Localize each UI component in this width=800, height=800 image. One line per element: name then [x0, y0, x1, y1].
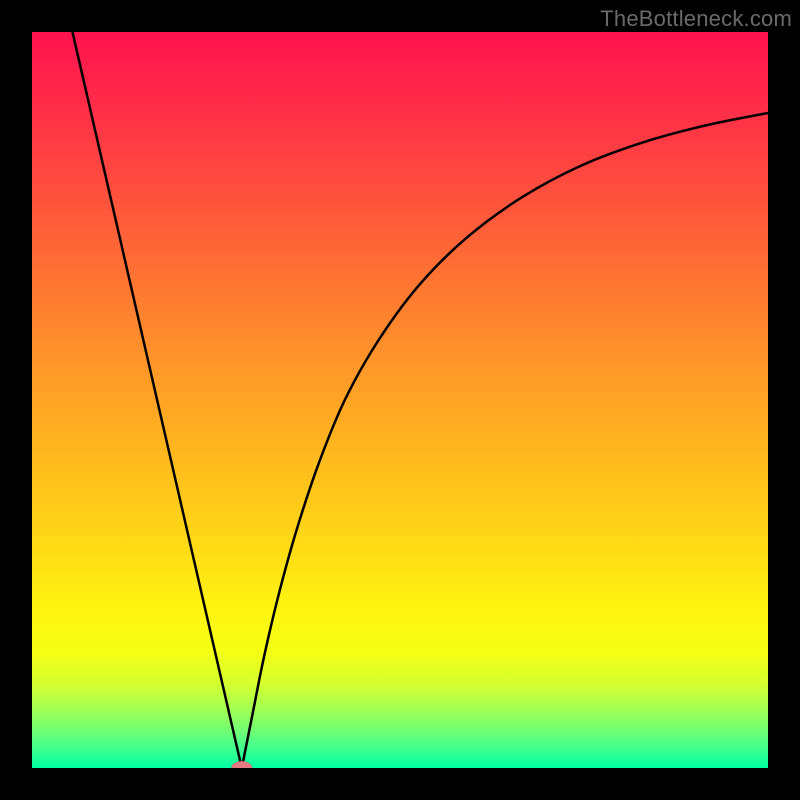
watermark-text: TheBottleneck.com [600, 6, 792, 32]
plot-area [32, 32, 768, 768]
gradient-background [32, 32, 768, 768]
v-curve-chart [32, 32, 768, 768]
chart-frame: TheBottleneck.com [0, 0, 800, 800]
